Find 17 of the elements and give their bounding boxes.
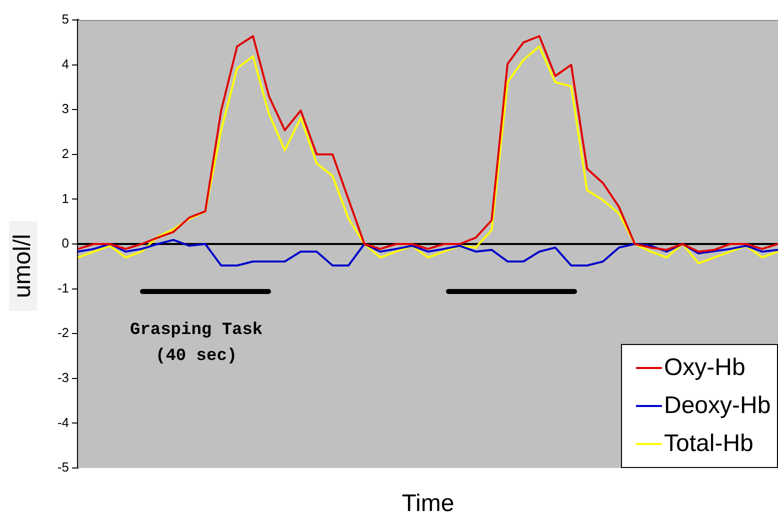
- legend-label: Total-Hb: [664, 429, 754, 459]
- y-tick-label: -3: [57, 370, 69, 385]
- y-tick-label: 3: [62, 101, 69, 116]
- y-axis-title: umol/l: [9, 221, 37, 311]
- legend-label: Oxy-Hb: [664, 353, 746, 383]
- y-tick-label: -5: [57, 460, 69, 475]
- y-tick-label: -4: [57, 414, 69, 430]
- y-tick-label: -1: [57, 280, 69, 296]
- y-tick-label: 2: [62, 146, 69, 161]
- legend-label: Deoxy-Hb: [664, 391, 771, 421]
- y-tick-label: 0: [62, 236, 69, 251]
- y-tick-label: 5: [62, 12, 69, 27]
- x-axis-title: Time: [400, 490, 456, 518]
- annotation: Grasping Task (40 sec): [130, 320, 263, 368]
- y-tick-label: -2: [57, 325, 69, 340]
- y-tick-label: 4: [62, 56, 69, 72]
- y-tick-label: 1: [62, 190, 69, 206]
